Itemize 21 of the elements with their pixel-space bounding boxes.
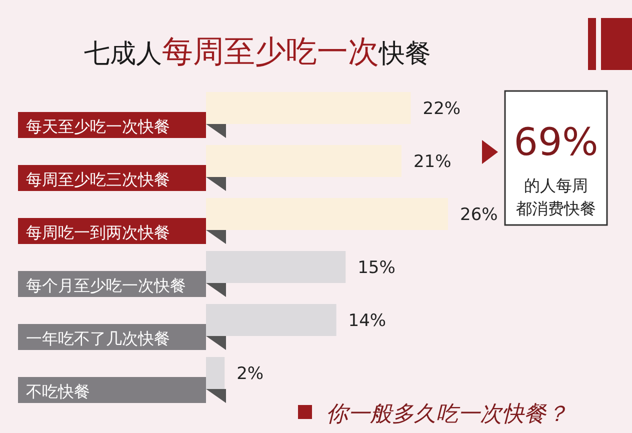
- data-label: 21%: [413, 152, 452, 172]
- text: 69%: [514, 120, 598, 164]
- text: 的人每周都消费快餐: [516, 176, 596, 218]
- annotation: 你一般多久吃一次快餐？: [326, 402, 568, 427]
- y-tick-label: 不吃快餐: [26, 382, 90, 401]
- data-label: 14%: [348, 311, 386, 331]
- y-tick-label: 每天至少吃一次快餐: [26, 117, 170, 136]
- bar: [206, 92, 411, 124]
- data-label: 15%: [358, 258, 396, 278]
- bar: [206, 198, 448, 230]
- y-tick-label: 每周至少吃三次快餐: [26, 170, 170, 189]
- y-tick-label: 每周吃一到两次快餐: [26, 223, 170, 242]
- data-label: 2%: [236, 364, 264, 384]
- data-label: 26%: [460, 205, 498, 225]
- bar: [206, 251, 346, 283]
- data-label: 22%: [422, 99, 461, 119]
- chart-title: 七成人每周至少吃一次快餐: [84, 34, 431, 70]
- bar: [206, 145, 402, 177]
- y-tick-label: 每个月至少吃一次快餐: [26, 276, 186, 295]
- bar: [206, 304, 336, 336]
- y-tick-label: 一年吃不了几次快餐: [26, 329, 170, 348]
